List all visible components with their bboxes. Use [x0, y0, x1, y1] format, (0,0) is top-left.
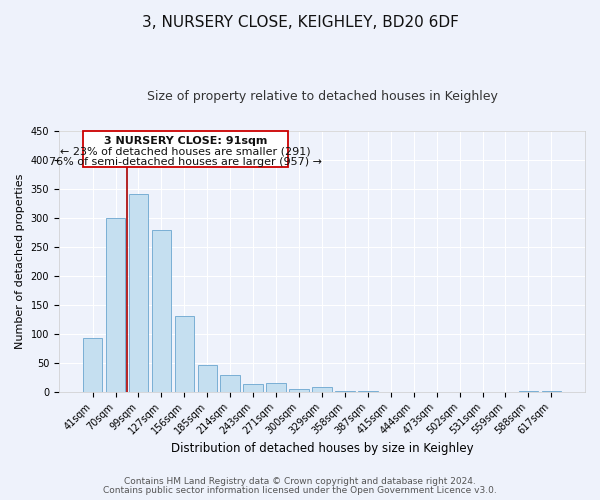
Bar	[197, 365, 217, 392]
Bar	[358, 390, 377, 392]
Bar	[244, 384, 263, 392]
Text: 3, NURSERY CLOSE, KEIGHLEY, BD20 6DF: 3, NURSERY CLOSE, KEIGHLEY, BD20 6DF	[142, 15, 458, 30]
Text: 76% of semi-detached houses are larger (957) →: 76% of semi-detached houses are larger (…	[49, 158, 322, 168]
Bar	[83, 338, 103, 392]
Title: Size of property relative to detached houses in Keighley: Size of property relative to detached ho…	[146, 90, 497, 103]
Text: Contains HM Land Registry data © Crown copyright and database right 2024.: Contains HM Land Registry data © Crown c…	[124, 477, 476, 486]
Bar	[128, 194, 148, 392]
Bar	[266, 383, 286, 392]
Text: Contains public sector information licensed under the Open Government Licence v3: Contains public sector information licen…	[103, 486, 497, 495]
Bar	[312, 386, 332, 392]
Bar	[289, 389, 309, 392]
Bar	[106, 218, 125, 392]
Bar	[335, 391, 355, 392]
Text: 3 NURSERY CLOSE: 91sqm: 3 NURSERY CLOSE: 91sqm	[104, 136, 267, 146]
Bar	[518, 391, 538, 392]
Bar	[152, 230, 171, 392]
Y-axis label: Number of detached properties: Number of detached properties	[15, 174, 25, 349]
X-axis label: Distribution of detached houses by size in Keighley: Distribution of detached houses by size …	[170, 442, 473, 455]
Bar	[220, 375, 240, 392]
Text: ← 23% of detached houses are smaller (291): ← 23% of detached houses are smaller (29…	[60, 146, 311, 156]
Bar	[175, 316, 194, 392]
FancyBboxPatch shape	[83, 131, 287, 166]
Bar	[542, 391, 561, 392]
